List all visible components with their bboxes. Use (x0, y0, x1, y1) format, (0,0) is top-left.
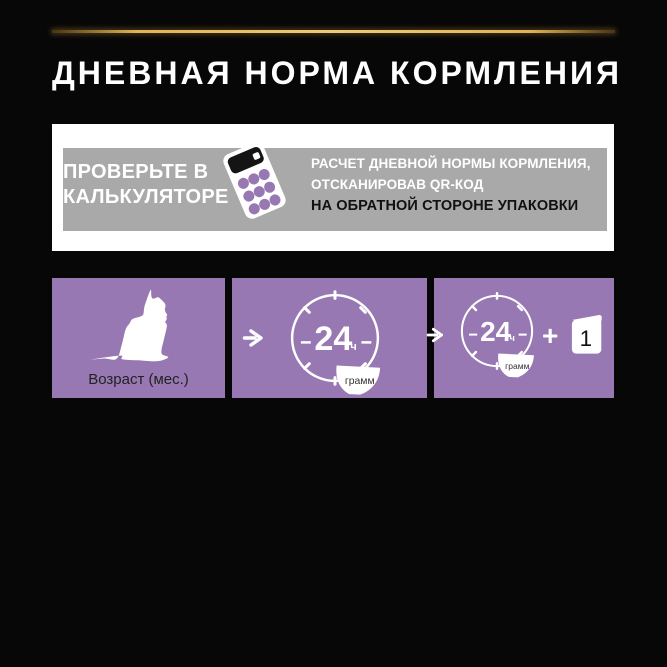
svg-text:ч: ч (510, 333, 515, 343)
svg-text:грамм: грамм (505, 361, 530, 371)
svg-text:ч: ч (350, 341, 356, 353)
svg-text:24: 24 (480, 316, 512, 347)
svg-text:грамм: грамм (345, 376, 375, 387)
svg-text:1: 1 (580, 326, 592, 351)
svg-text:24: 24 (314, 320, 352, 358)
